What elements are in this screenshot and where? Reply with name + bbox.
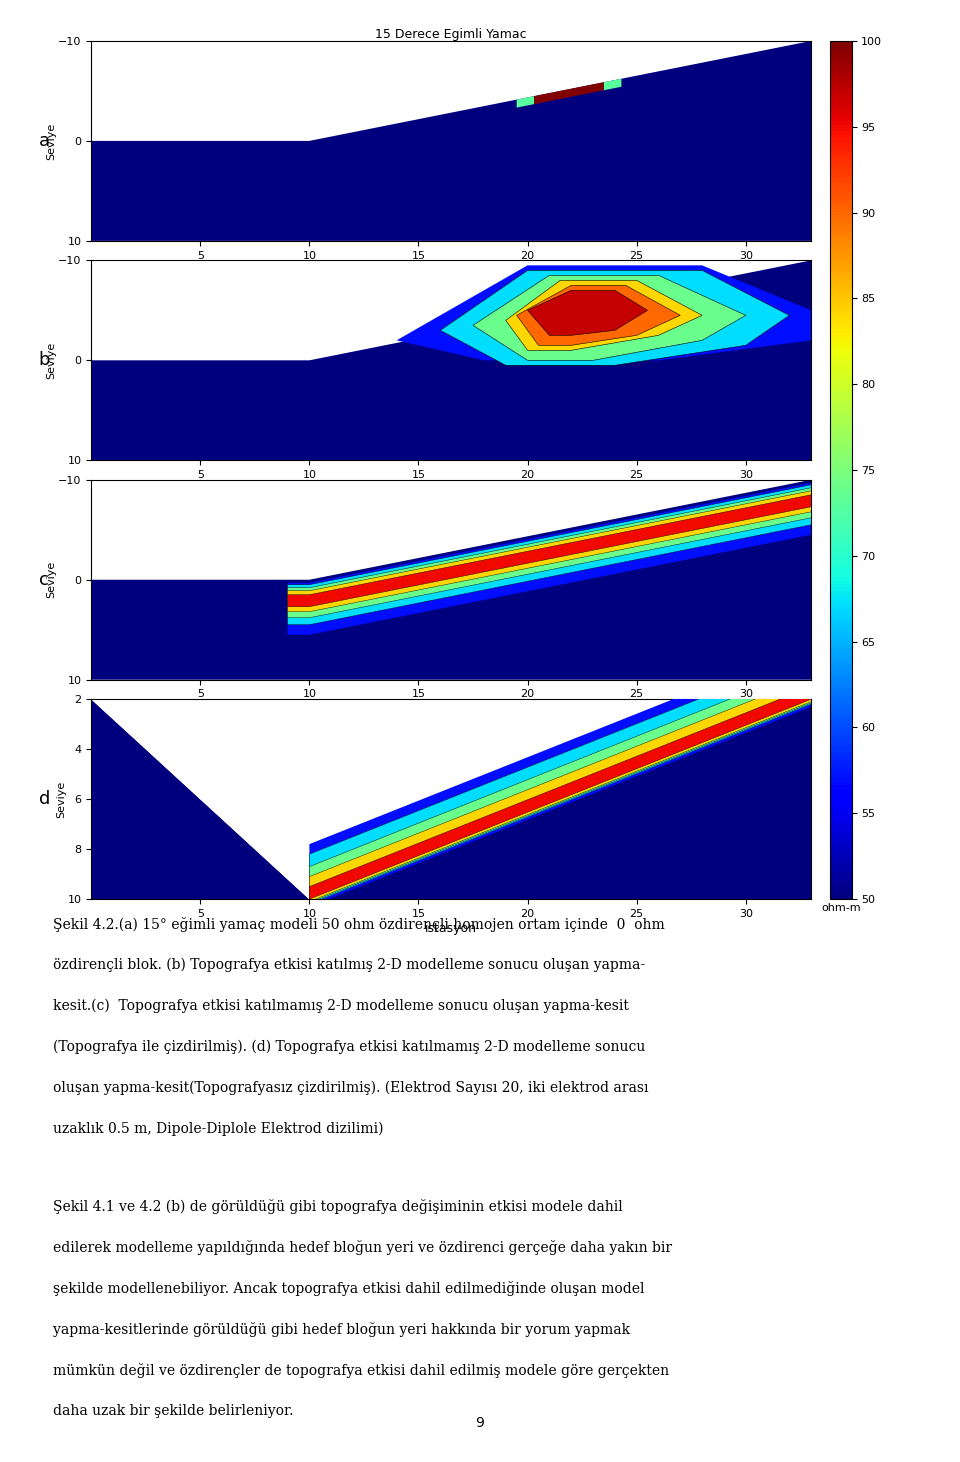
Polygon shape	[288, 482, 811, 635]
Text: (Topografya ile çizdirilmiş). (d) Topografya etkisi katılmamış 2-D modelleme son: (Topografya ile çizdirilmiş). (d) Topogr…	[53, 1039, 645, 1054]
Polygon shape	[516, 285, 681, 345]
Text: Şekil 4.1 ve 4.2 (b) de görüldüğü gibi topografya değişiminin etkisi modele dahi: Şekil 4.1 ve 4.2 (b) de görüldüğü gibi t…	[53, 1199, 622, 1213]
Polygon shape	[441, 270, 789, 366]
Polygon shape	[309, 654, 811, 904]
Polygon shape	[473, 275, 746, 360]
Polygon shape	[534, 82, 604, 104]
Polygon shape	[604, 79, 621, 91]
Polygon shape	[288, 488, 811, 618]
Text: yapma-kesitlerinde görüldüğü gibi hedef bloğun yeri hakkında bir yorum yapmak: yapma-kesitlerinde görüldüğü gibi hedef …	[53, 1322, 630, 1336]
Text: Şekil 4.2.(a) 15° eğimli yamaç modeli 50 ohm özdirençli homojen ortam içinde  0 : Şekil 4.2.(a) 15° eğimli yamaç modeli 50…	[53, 917, 664, 931]
Title: 15 Derece Egimli Yamac: 15 Derece Egimli Yamac	[375, 28, 527, 41]
Polygon shape	[91, 480, 811, 680]
Y-axis label: Seviye: Seviye	[56, 781, 66, 817]
Text: 9: 9	[475, 1415, 485, 1430]
Polygon shape	[516, 96, 534, 108]
Polygon shape	[288, 491, 811, 611]
Text: şekilde modellenebiliyor. Ancak topografya etkisi dahil edilmediğinde oluşan mod: şekilde modellenebiliyor. Ancak topograf…	[53, 1281, 644, 1295]
Y-axis label: Seviye: Seviye	[47, 342, 57, 379]
Polygon shape	[528, 291, 648, 335]
Text: oluşan yapma-kesit(Topografyasız çizdirilmiş). (Elektrod Sayısı 20, iki elektrod: oluşan yapma-kesit(Topografyasız çizdiri…	[53, 1080, 648, 1095]
Text: daha uzak bir şekilde belirleniyor.: daha uzak bir şekilde belirleniyor.	[53, 1404, 294, 1418]
Y-axis label: Seviye: Seviye	[47, 561, 57, 598]
Polygon shape	[309, 677, 811, 902]
Polygon shape	[309, 687, 811, 899]
Text: uzaklık 0.5 m, Dipole-Diplole Elektrod dizilimi): uzaklık 0.5 m, Dipole-Diplole Elektrod d…	[53, 1121, 383, 1136]
Polygon shape	[91, 699, 811, 899]
Polygon shape	[288, 485, 811, 624]
Text: özdirençli blok. (b) Topografya etkisi katılmış 2-D modelleme sonucu oluşan yapm: özdirençli blok. (b) Topografya etkisi k…	[53, 958, 645, 972]
Polygon shape	[506, 281, 702, 351]
Text: b: b	[38, 351, 50, 370]
Polygon shape	[91, 41, 811, 241]
Text: kesit.(c)  Topografya etkisi katılmamış 2-D modelleme sonucu oluşan yapma-kesit: kesit.(c) Topografya etkisi katılmamış 2…	[53, 999, 629, 1013]
Polygon shape	[91, 699, 309, 899]
Polygon shape	[309, 667, 811, 904]
Polygon shape	[91, 699, 309, 899]
X-axis label: ohm-m: ohm-m	[821, 904, 861, 914]
Text: c: c	[39, 570, 49, 589]
X-axis label: istasyon: istasyon	[425, 921, 477, 934]
Y-axis label: Seviye: Seviye	[47, 123, 57, 159]
Polygon shape	[309, 645, 811, 906]
Text: mümkün değil ve özdirençler de topografya etkisi dahil edilmiş modele göre gerçe: mümkün değil ve özdirençler de topografy…	[53, 1363, 669, 1377]
Polygon shape	[396, 266, 811, 360]
Polygon shape	[288, 494, 811, 607]
Text: a: a	[38, 132, 50, 151]
Text: d: d	[38, 789, 50, 808]
Text: edilerek modelleme yapıldığında hedef bloğun yeri ve özdirenci gerçeğe daha yakı: edilerek modelleme yapıldığında hedef bl…	[53, 1240, 672, 1254]
Polygon shape	[91, 260, 811, 461]
